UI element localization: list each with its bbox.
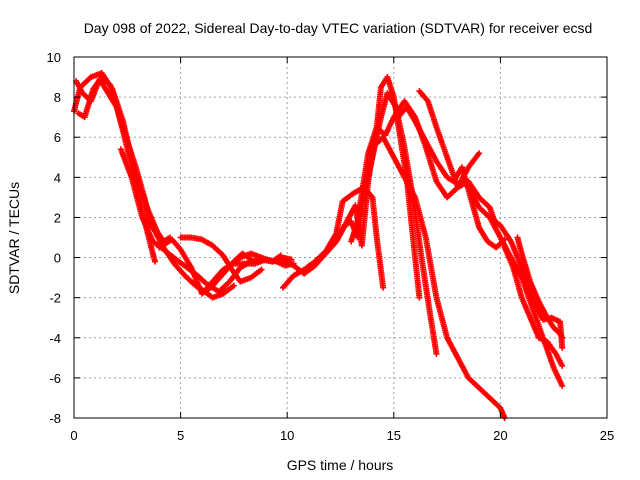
x-tick-label: 0 (70, 428, 77, 443)
data-series (188, 278, 237, 301)
data-series (205, 250, 284, 293)
y-tick-labels: -8 -6 -4 -2 0 2 4 6 8 10 (47, 50, 61, 426)
y-tick-label: -2 (49, 291, 61, 306)
axis-ticks (73, 56, 608, 419)
data-point (152, 258, 159, 265)
x-tick-label: 25 (600, 428, 614, 443)
data-point (559, 362, 566, 369)
data-series (75, 74, 152, 221)
data-series (486, 214, 566, 351)
x-tick-label: 10 (280, 428, 294, 443)
data-point (247, 256, 254, 263)
y-tick-label: 4 (54, 170, 61, 185)
data-series (279, 184, 387, 291)
x-axis-title: GPS time / hours (287, 457, 394, 473)
data-point (559, 334, 566, 341)
data-point (559, 382, 566, 389)
data-point (559, 344, 566, 351)
x-tick-label: 15 (387, 428, 401, 443)
y-tick-label: 0 (54, 251, 61, 266)
x-tick-label: 20 (493, 428, 507, 443)
y-tick-label: 8 (54, 90, 61, 105)
data-series (301, 74, 423, 301)
data-series (501, 244, 566, 369)
data-point (258, 266, 265, 273)
y-tick-label: -6 (49, 371, 61, 386)
data-points (71, 70, 566, 421)
data-point (230, 282, 237, 289)
data-point (476, 150, 483, 157)
data-point (380, 284, 387, 291)
data-point (416, 294, 423, 301)
data-series (177, 234, 265, 285)
data-series (514, 234, 566, 341)
y-tick-label: 10 (47, 50, 61, 65)
chart-title: Day 098 of 2022, Sidereal Day-to-day VTE… (84, 20, 593, 36)
x-tick-labels: 0 5 10 15 20 25 (70, 428, 614, 443)
data-series (465, 184, 566, 389)
plot-frame (73, 56, 608, 419)
y-tick-label: -4 (49, 331, 61, 346)
data-series (117, 146, 295, 295)
y-tick-label: -8 (49, 411, 61, 426)
y-tick-label: 6 (54, 130, 61, 145)
data-series (395, 104, 508, 251)
data-point (277, 252, 284, 259)
data-point (433, 350, 440, 357)
data-series (369, 134, 508, 421)
x-tick-label: 5 (177, 428, 184, 443)
y-axis-title: SDTVAR / TECUs (6, 182, 22, 294)
y-tick-label: 2 (54, 210, 61, 225)
